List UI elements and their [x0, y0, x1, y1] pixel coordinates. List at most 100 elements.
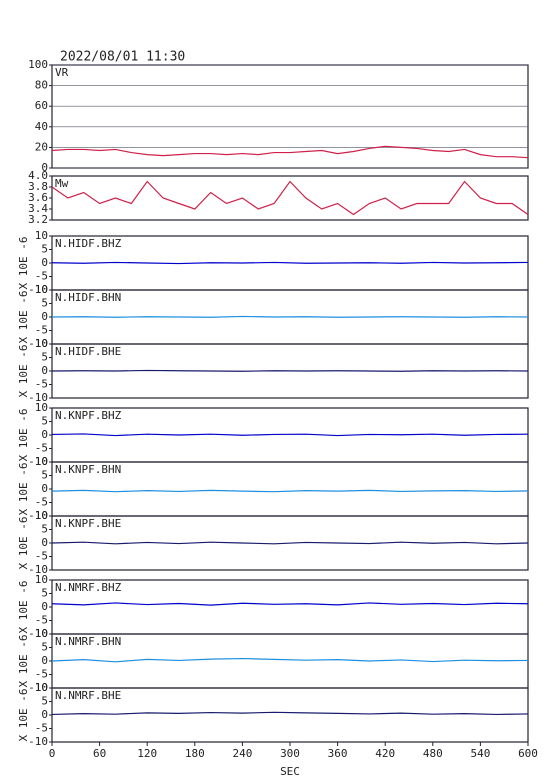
y-tick-label: 3.8 [28, 180, 48, 193]
y-axis-label: X 10E -6 [17, 463, 30, 516]
y-tick-label: 10 [35, 509, 48, 522]
trace [51, 369, 529, 372]
y-tick-label: 5 [41, 297, 48, 310]
x-tick-label: 600 [518, 747, 538, 760]
y-tick-label: 5 [41, 351, 48, 364]
trace [51, 315, 529, 318]
x-tick-label: 480 [423, 747, 443, 760]
x-tick-label: 540 [470, 747, 490, 760]
y-tick-label: 0 [41, 256, 48, 269]
y-tick-label: 4.0 [28, 169, 48, 182]
y-tick-label: 3.6 [28, 191, 48, 204]
y-axis-label: X 10E -6 [17, 237, 30, 290]
trace [51, 657, 529, 663]
panel-label: N.NMRF.BHN [55, 635, 121, 648]
y-tick-label: -10 [28, 455, 48, 468]
x-tick-label: 60 [93, 747, 106, 760]
y-tick-label: -10 [28, 337, 48, 350]
x-tick-label: 0 [49, 747, 56, 760]
y-tick-label: 100 [28, 58, 48, 71]
panel-label: N.NMRF.BHE [55, 689, 121, 702]
y-tick-label: 3.4 [28, 202, 48, 215]
trace [51, 145, 529, 159]
y-tick-label: -10 [28, 735, 48, 748]
y-tick-label: -5 [35, 614, 48, 627]
y-tick-label: 40 [35, 120, 48, 133]
panel-label: N.KNPF.BHE [55, 517, 121, 530]
y-axis-label: X 10E -6 [17, 345, 30, 398]
trace [51, 261, 529, 265]
panel-label: N.NMRF.BHZ [55, 581, 122, 594]
y-tick-label: 10 [35, 337, 48, 350]
trace [51, 711, 529, 716]
panel-frame [51, 175, 529, 221]
y-tick-label: -5 [35, 722, 48, 735]
y-tick-label: 0 [41, 364, 48, 377]
y-tick-label: -5 [35, 668, 48, 681]
y-tick-label: 5 [41, 695, 48, 708]
y-tick-label: 10 [35, 455, 48, 468]
x-tick-label: 240 [232, 747, 252, 760]
panel-frame [51, 461, 529, 517]
y-tick-label: 20 [35, 140, 48, 153]
panel-label: N.KNPF.BHZ [55, 409, 122, 422]
y-tick-label: 0 [41, 482, 48, 495]
y-tick-label: -5 [35, 442, 48, 455]
panel-label: N.HIDF.BHZ [55, 237, 122, 250]
trace [51, 180, 529, 216]
y-tick-label: -5 [35, 550, 48, 563]
y-tick-label: -10 [28, 563, 48, 576]
y-tick-label: 3.2 [28, 213, 48, 226]
y-tick-label: -5 [35, 378, 48, 391]
y-tick-label: -10 [28, 509, 48, 522]
y-axis-label: X 10E -6 [17, 291, 30, 344]
y-axis-label: X 10E -6 [17, 581, 30, 634]
x-tick-label: 180 [185, 747, 205, 760]
trace [51, 433, 529, 437]
y-tick-label: 0 [41, 536, 48, 549]
trace [51, 602, 529, 606]
y-axis-label: X 10E -6 [17, 409, 30, 462]
panel-label: VR [55, 66, 69, 79]
y-tick-label: -10 [28, 681, 48, 694]
y-tick-label: -5 [35, 270, 48, 283]
y-tick-label: 10 [35, 627, 48, 640]
panel-frame [51, 579, 529, 635]
y-axis-label: X 10E -6 [17, 635, 30, 688]
panel-label: Mw [55, 177, 69, 190]
panel-frame [51, 687, 529, 743]
y-tick-label: 5 [41, 415, 48, 428]
panel-label: N.KNPF.BHN [55, 463, 121, 476]
y-tick-label: 5 [41, 243, 48, 256]
x-tick-label: 420 [375, 747, 395, 760]
y-tick-label: 0 [41, 600, 48, 613]
y-tick-label: 80 [35, 79, 48, 92]
y-tick-label: 10 [35, 229, 48, 242]
y-tick-label: 0 [41, 428, 48, 441]
y-tick-label: 10 [35, 283, 48, 296]
y-tick-label: 10 [35, 573, 48, 586]
trace [51, 489, 529, 493]
y-tick-label: 10 [35, 401, 48, 414]
y-axis-label: X 10E -6 [17, 689, 30, 742]
panel-label: N.HIDF.BHN [55, 291, 121, 304]
y-tick-label: -10 [28, 391, 48, 404]
y-axis-label: X 10E -6 [17, 517, 30, 570]
y-tick-label: 5 [41, 641, 48, 654]
y-tick-label: 0 [41, 310, 48, 323]
y-tick-label: 5 [41, 587, 48, 600]
chart-title: 2022/08/01 11:30 [60, 50, 185, 65]
trace [51, 541, 529, 545]
y-tick-label: 0 [41, 161, 48, 174]
y-tick-label: 0 [41, 708, 48, 721]
y-tick-label: 5 [41, 523, 48, 536]
y-tick-label: 5 [41, 469, 48, 482]
y-tick-label: 10 [35, 681, 48, 694]
y-tick-label: -10 [28, 627, 48, 640]
x-tick-label: 120 [137, 747, 157, 760]
panel-label: N.HIDF.BHE [55, 345, 121, 358]
y-tick-label: -10 [28, 283, 48, 296]
x-axis-label: SEC [280, 765, 300, 778]
x-tick-label: 360 [328, 747, 348, 760]
